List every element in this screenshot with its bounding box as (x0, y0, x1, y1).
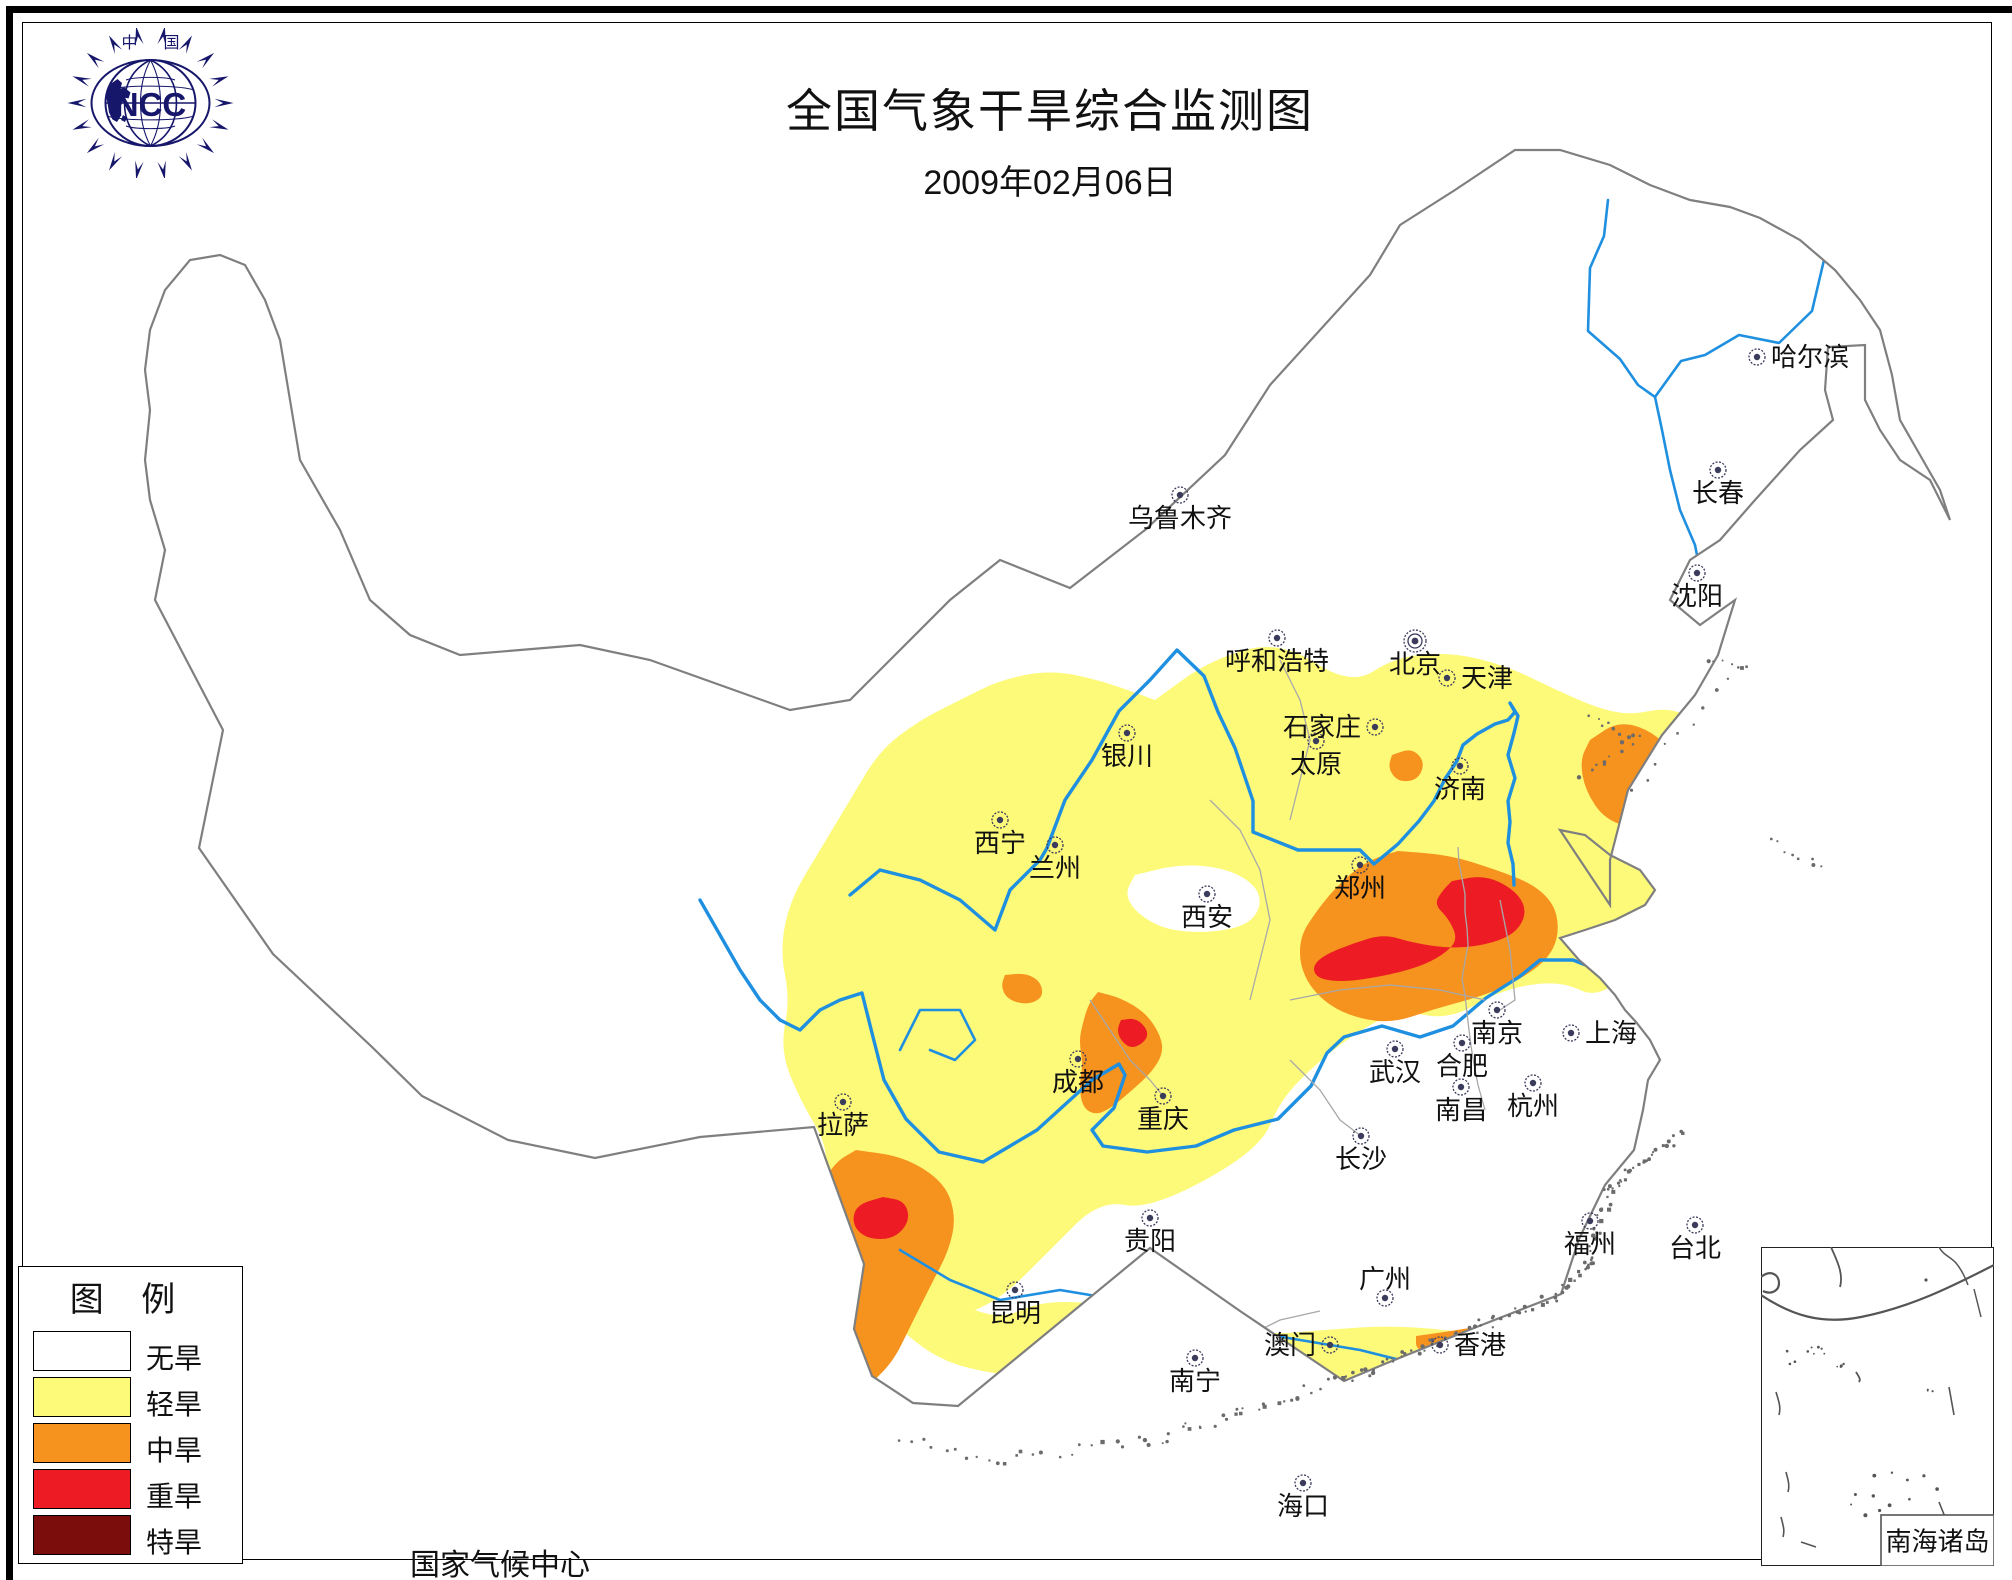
svg-text:重庆: 重庆 (1137, 1104, 1189, 1134)
svg-text:拉萨: 拉萨 (817, 1110, 869, 1140)
svg-text:南京: 南京 (1471, 1018, 1523, 1048)
svg-text:西宁: 西宁 (974, 828, 1026, 858)
svg-text:合肥: 合肥 (1436, 1051, 1488, 1081)
svg-text:石家庄: 石家庄 (1283, 712, 1361, 742)
svg-text:兰州: 兰州 (1029, 853, 1081, 883)
svg-text:杭州: 杭州 (1507, 1091, 1559, 1121)
svg-text:上海: 上海 (1585, 1018, 1637, 1048)
svg-text:沈阳: 沈阳 (1671, 581, 1723, 611)
svg-text:太原: 太原 (1290, 749, 1342, 779)
svg-text:北京: 北京 (1389, 649, 1441, 679)
svg-text:郑州: 郑州 (1334, 873, 1386, 903)
svg-text:天津: 天津 (1461, 663, 1513, 693)
svg-text:成都: 成都 (1052, 1067, 1104, 1097)
svg-text:香港: 香港 (1454, 1330, 1506, 1360)
svg-text:澳门: 澳门 (1264, 1330, 1316, 1360)
svg-text:广州: 广州 (1359, 1264, 1411, 1294)
svg-text:南宁: 南宁 (1169, 1366, 1221, 1396)
svg-text:武汉: 武汉 (1369, 1057, 1421, 1087)
svg-text:哈尔滨: 哈尔滨 (1771, 342, 1849, 372)
svg-text:长沙: 长沙 (1335, 1144, 1387, 1174)
svg-text:贵阳: 贵阳 (1124, 1226, 1176, 1256)
svg-text:昆明: 昆明 (989, 1298, 1041, 1328)
svg-text:长春: 长春 (1692, 478, 1744, 508)
svg-text:呼和浩特: 呼和浩特 (1225, 646, 1329, 676)
svg-text:济南: 济南 (1434, 774, 1486, 804)
svg-text:西安: 西安 (1181, 902, 1233, 932)
svg-text:南昌: 南昌 (1435, 1095, 1487, 1125)
svg-text:台北: 台北 (1669, 1233, 1721, 1263)
svg-text:南海诸岛: 南海诸岛 (1885, 1527, 1989, 1557)
svg-text:银川: 银川 (1101, 741, 1153, 771)
svg-text:乌鲁木齐: 乌鲁木齐 (1128, 503, 1232, 533)
svg-text:福州: 福州 (1564, 1229, 1616, 1259)
svg-text:海口: 海口 (1277, 1491, 1329, 1521)
